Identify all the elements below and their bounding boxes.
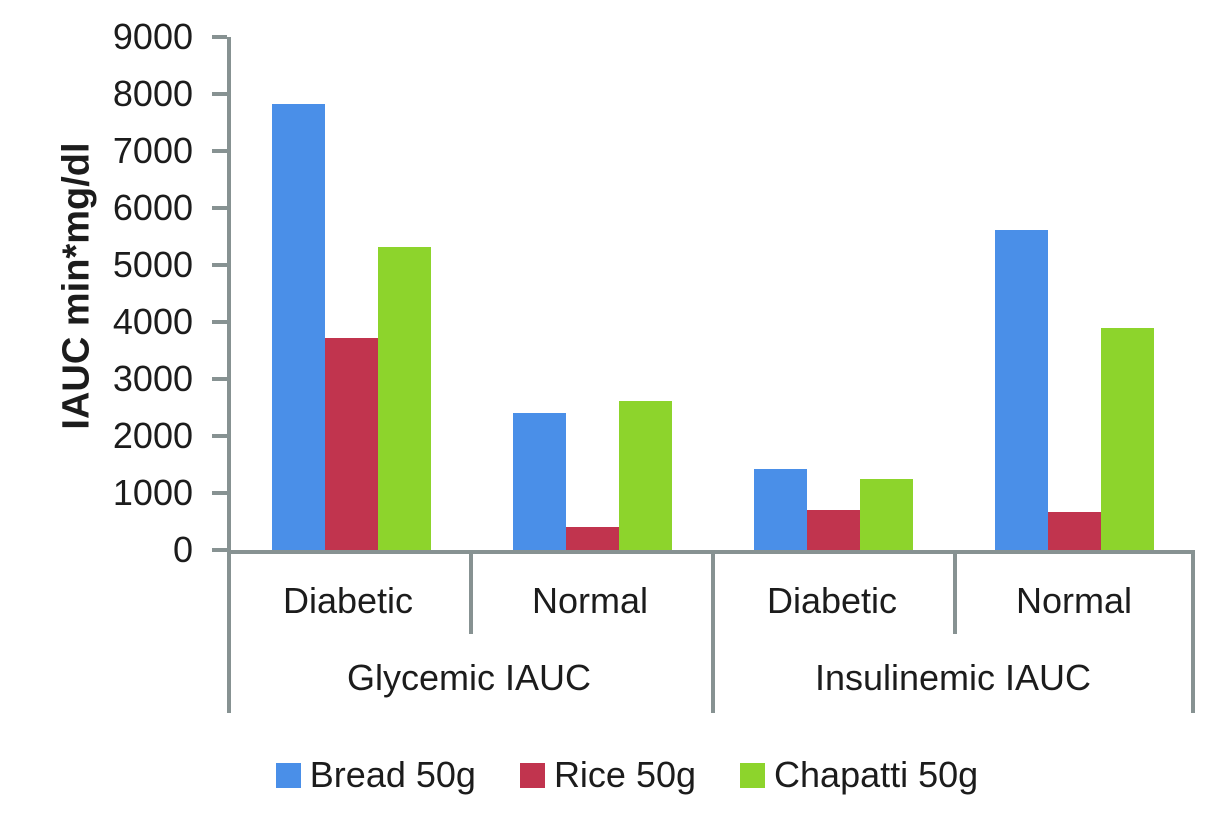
bar-bread-50g xyxy=(995,230,1048,550)
y-tick-label: 3000 xyxy=(112,358,193,399)
y-tick-label: 6000 xyxy=(112,187,193,228)
y-tick-mark xyxy=(212,263,227,267)
legend-item: Chapatti 50g xyxy=(740,754,978,796)
group-label: Glycemic IAUC xyxy=(346,656,592,698)
legend-label: Bread 50g xyxy=(309,754,476,795)
category-divider-minor xyxy=(953,554,957,634)
legend: Bread 50g Rice 50g Chapatti 50g xyxy=(13,747,1228,803)
bar-chapatti-50g xyxy=(378,246,431,550)
bar-bread-50g xyxy=(272,104,325,550)
legend-swatch xyxy=(275,762,301,788)
plot-area: 0 1000 2000 3000 4000 5000 6000 7000 8000 9000 xyxy=(113,16,1195,570)
category-divider-major xyxy=(1191,554,1195,713)
bar-rice-50g xyxy=(325,337,378,550)
group-label: Insulinemic IAUC xyxy=(814,656,1092,698)
bar-bread-50g xyxy=(513,413,566,550)
y-tick-label: 8000 xyxy=(112,73,193,114)
category-label: Diabetic xyxy=(766,580,898,621)
bar-chapatti-50g xyxy=(860,478,913,550)
y-tick-label: 0 xyxy=(172,529,193,570)
bar-chapatti-50g xyxy=(1101,327,1154,550)
category-label: Diabetic xyxy=(282,580,414,621)
bar-rice-50g xyxy=(1048,511,1101,550)
y-tick-label: 9000 xyxy=(112,16,193,57)
legend-item: Bread 50g xyxy=(275,754,476,796)
y-tick-mark xyxy=(212,149,227,153)
y-tick-label: 4000 xyxy=(112,301,193,342)
category-label: Normal xyxy=(1015,580,1132,621)
y-tick-mark xyxy=(212,320,227,324)
y-tick-mark xyxy=(212,206,227,210)
legend-swatch xyxy=(740,762,766,788)
category-axis: Diabetic Normal Diabetic Normal Glycemic IAU… xyxy=(227,554,1195,713)
y-tick-label: 5000 xyxy=(112,244,193,285)
y-tick-label: 1000 xyxy=(112,472,193,513)
bar-rice-50g xyxy=(566,526,619,550)
bar-rice-50g xyxy=(807,510,860,550)
y-tick-mark xyxy=(212,491,227,495)
legend-label: Chapatti 50g xyxy=(774,754,979,795)
bar-bread-50g xyxy=(754,469,807,550)
y-tick-mark xyxy=(212,434,227,438)
y-tick-label: 2000 xyxy=(112,415,193,456)
category-label: Normal xyxy=(531,580,648,621)
legend-swatch xyxy=(519,762,545,788)
y-tick-mark xyxy=(212,92,227,96)
legend-item: Rice 50g xyxy=(519,754,697,796)
y-tick-mark xyxy=(212,35,227,39)
bar-chapatti-50g xyxy=(619,400,672,550)
legend-label: Rice 50g xyxy=(553,754,697,795)
category-divider-major xyxy=(711,554,715,713)
y-tick-label: 7000 xyxy=(112,130,193,171)
y-tick-mark xyxy=(212,377,227,381)
category-divider-major xyxy=(227,554,231,713)
y-tick-mark xyxy=(212,548,227,552)
category-divider-minor xyxy=(469,554,473,634)
